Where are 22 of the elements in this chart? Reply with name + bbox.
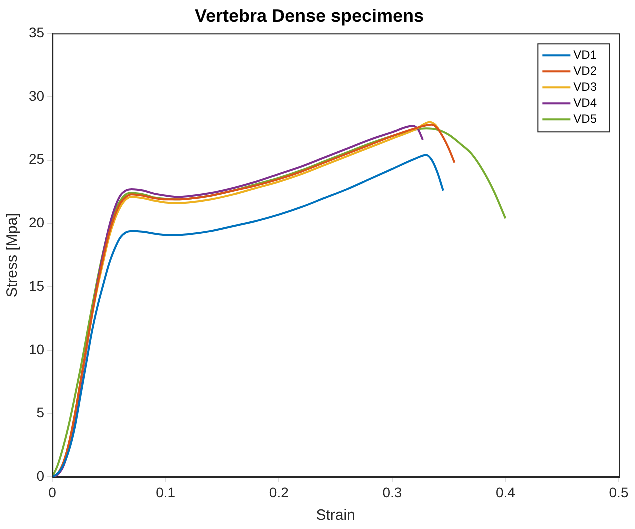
y-axis-title: Stress [Mpa] [4,213,22,298]
legend-label: VD3 [574,80,598,94]
legend-label: VD2 [574,64,598,78]
x-tick-label: 0.4 [496,484,516,500]
chart-title: Vertebra Dense specimens [194,6,424,26]
x-tick-label: 0.5 [609,484,629,500]
x-tick-label: 0.3 [382,484,402,500]
y-tick-label: 35 [28,24,45,40]
x-tick-label: 0.1 [156,484,176,500]
y-tick-label: 30 [28,88,45,104]
y-tick-label: 10 [28,341,45,358]
legend-label: VD4 [574,96,598,110]
legend-label: VD5 [574,112,598,126]
x-axis-title: Strain [316,507,356,524]
y-tick-label: 5 [36,404,45,421]
legend-label: VD1 [574,48,598,62]
x-tick-label: 0 [48,484,57,500]
y-tick-label: 20 [28,214,45,231]
x-tick-label: 0.2 [269,484,290,500]
y-tick-label: 25 [28,151,45,168]
y-tick-label: 15 [28,278,45,294]
y-tick-label: 0 [36,468,45,484]
